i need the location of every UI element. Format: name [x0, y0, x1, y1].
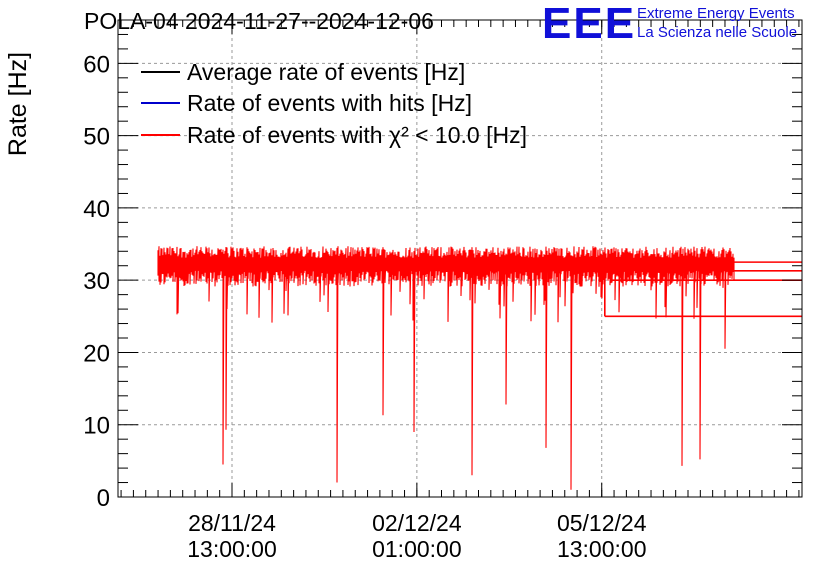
logo-caption: Extreme Energy Events La Scienza nelle S… — [637, 4, 797, 42]
series-chi2-rate-line — [157, 246, 735, 490]
y-tick-label: 10 — [83, 413, 110, 440]
y-tick-label: 40 — [83, 196, 110, 223]
eee-logo: EEE — [542, 0, 637, 48]
x-tick-time: 13:00:00 — [557, 536, 647, 562]
x-tick-date: 02/12/24 — [372, 510, 462, 536]
series-lines — [157, 246, 802, 490]
legend-label: Average rate of events [Hz] — [187, 59, 465, 85]
y-tick-label: 0 — [97, 485, 110, 512]
x-tick-time: 13:00:00 — [187, 536, 277, 562]
y-axis-label: Rate [Hz] — [4, 52, 32, 156]
x-tick-time: 01:00:00 — [372, 536, 462, 562]
y-tick-label: 60 — [83, 51, 110, 78]
logo-caption-line2: La Scienza nelle Scuole — [637, 24, 798, 41]
x-tick-date: 05/12/24 — [557, 510, 647, 536]
plot-frame — [117, 19, 803, 498]
x-tick-date: 28/11/24 — [188, 510, 276, 536]
chart-title: POLA-04 2024-11-27--2024-12-06 — [84, 8, 434, 34]
legend: Average rate of events [Hz] Rate of event… — [141, 59, 527, 148]
legend-label: Rate of events with hits [Hz] — [187, 90, 472, 116]
axis-ticks: 010203040506028/11/2413:00:0002/12/2401:… — [83, 19, 802, 562]
legend-label: Rate of events with χ² < 10.0 [Hz] — [187, 122, 527, 148]
y-tick-label: 20 — [83, 340, 110, 367]
y-tick-label: 30 — [83, 268, 110, 295]
grid-lines — [118, 20, 802, 497]
logo-caption-line1: Extreme Energy Events — [637, 5, 795, 22]
y-tick-label: 50 — [83, 124, 110, 151]
